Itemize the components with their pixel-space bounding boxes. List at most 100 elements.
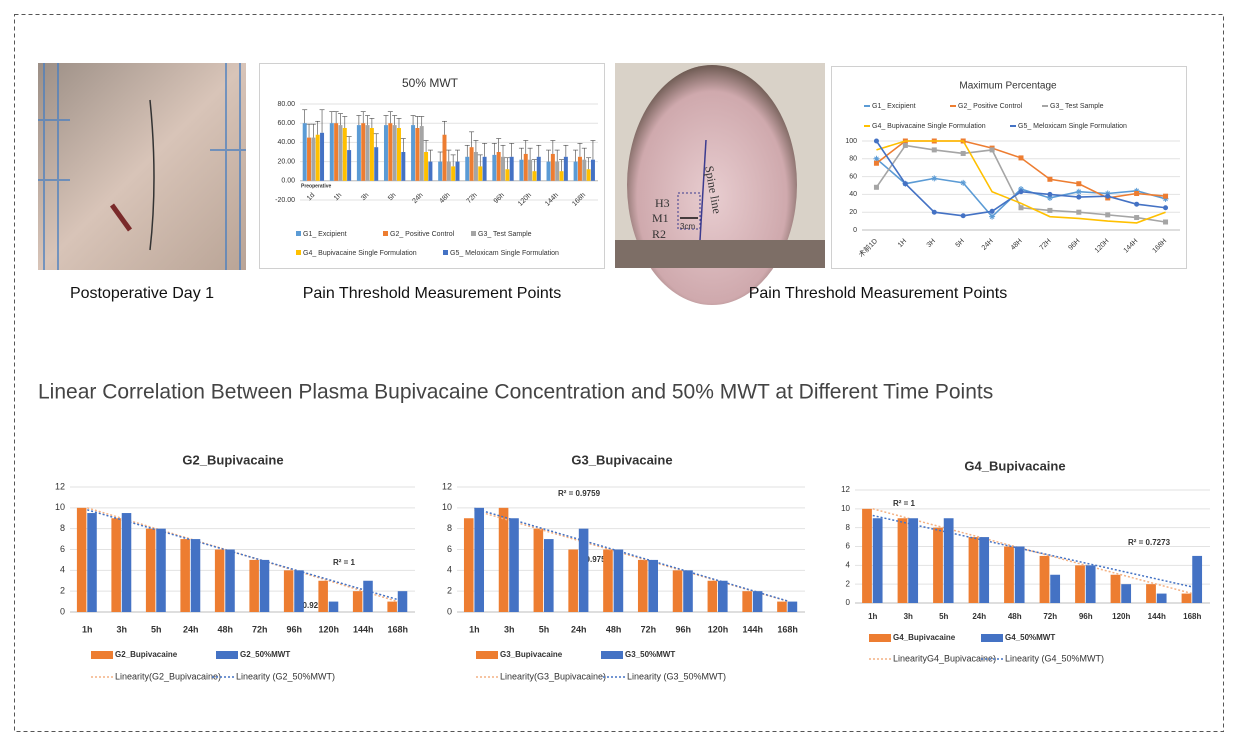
bar [225, 549, 235, 612]
legend-swatch [981, 634, 1003, 642]
bar [397, 591, 408, 612]
bar [550, 153, 555, 181]
x-tick-label: 120h [708, 624, 729, 634]
bar [532, 171, 537, 181]
x-tick-label: 24h [571, 624, 587, 634]
legend-swatch [383, 231, 388, 236]
bar [505, 169, 510, 181]
y-tick-label: 60.00 [277, 120, 295, 127]
bar [328, 601, 339, 612]
bar [546, 161, 551, 181]
bar [897, 518, 908, 603]
bar [718, 580, 728, 612]
x-tick-label: 72h [641, 624, 657, 634]
bar [474, 507, 485, 612]
bar [1014, 546, 1025, 603]
x-tick-label: 144h [353, 624, 374, 634]
bar [451, 166, 456, 181]
heading: Linear Correlation Between Plasma Bupiva… [38, 381, 993, 404]
legend-label: G3_ Test Sample [1050, 103, 1104, 110]
bar [637, 559, 648, 612]
legend-swatch [443, 250, 448, 255]
bar [1110, 574, 1121, 603]
marker [960, 150, 966, 156]
marker [1047, 176, 1053, 182]
marker [1133, 187, 1140, 194]
bar [365, 125, 370, 181]
bar [338, 125, 343, 181]
bar [498, 507, 509, 612]
bar [361, 123, 366, 181]
bar [590, 159, 595, 181]
marker [1018, 186, 1024, 193]
y-tick-label: 2 [447, 586, 452, 596]
bar [465, 156, 470, 181]
legend-label: Linearity(G2_Bupivacaine) [115, 671, 221, 681]
distance-label: 3cm [680, 222, 695, 231]
bar [428, 161, 433, 181]
legend-label: G4_Bupivacaine [893, 633, 956, 642]
bar [1121, 584, 1132, 603]
bar [787, 601, 798, 612]
y-tick-label: 20 [849, 209, 857, 216]
y-tick-label: 10 [55, 502, 65, 512]
marker [1162, 195, 1169, 202]
bar [111, 518, 121, 612]
y-tick-label: 100 [845, 138, 857, 145]
bar [578, 528, 589, 612]
y-tick-label: 12 [841, 485, 850, 494]
annotation: R² = 0.9759 [568, 555, 611, 564]
bar [568, 549, 578, 612]
legend-label: G3_Bupivacaine [500, 650, 563, 659]
bar [908, 518, 919, 603]
bar [1085, 565, 1096, 603]
bar [259, 559, 270, 612]
annotation: R² = 0.9759 [558, 489, 601, 498]
x-tick-label: 1h [82, 624, 93, 634]
y-tick-label: 40.00 [277, 139, 295, 146]
bar [559, 171, 564, 181]
marker [873, 160, 879, 166]
bar [492, 154, 497, 181]
bar [1181, 593, 1192, 603]
y-tick-label: 4 [447, 565, 452, 575]
x-tick-label: 3h [504, 624, 515, 634]
chart-title: 50% MWT [402, 76, 459, 90]
bar [672, 570, 683, 612]
legend-label: G1_ Excipient [303, 231, 347, 238]
y-tick-label: 6 [60, 544, 65, 554]
legend-label: G3_ Test Sample [478, 231, 532, 238]
bar [76, 507, 87, 612]
x-tick-label: 1d [306, 192, 317, 203]
y-tick-label: 10 [442, 502, 452, 512]
y-tick-label: 12 [55, 481, 65, 491]
y-tick-label: 6 [447, 544, 452, 554]
marker-label: M1 [652, 211, 669, 225]
legend-swatch [601, 651, 623, 659]
y-tick-label: 0 [846, 598, 851, 607]
bar [87, 513, 97, 612]
bar [307, 137, 312, 181]
legend-swatch [476, 651, 498, 659]
bar [577, 156, 582, 181]
x-tick-label: 1h [469, 624, 480, 634]
bar [342, 128, 347, 181]
annotation: Preoperative [301, 183, 332, 189]
bar [388, 123, 393, 181]
marker [1047, 207, 1053, 213]
bar [478, 166, 483, 181]
marker [931, 209, 937, 215]
legend-swatch [91, 651, 113, 659]
marker [873, 138, 879, 144]
marker [1163, 205, 1169, 211]
x-tick-label: 96h [1079, 612, 1093, 621]
marker-label: R2 [652, 227, 666, 241]
legend-label: G2_ Positive Control [958, 103, 1023, 110]
bar [419, 126, 424, 181]
bar [573, 161, 578, 181]
legend-label: Linearity (G3_50%MWT) [627, 671, 726, 681]
marker [1018, 155, 1024, 161]
bar [311, 137, 316, 181]
y-tick-label: 10 [841, 504, 850, 513]
bar [214, 549, 225, 612]
